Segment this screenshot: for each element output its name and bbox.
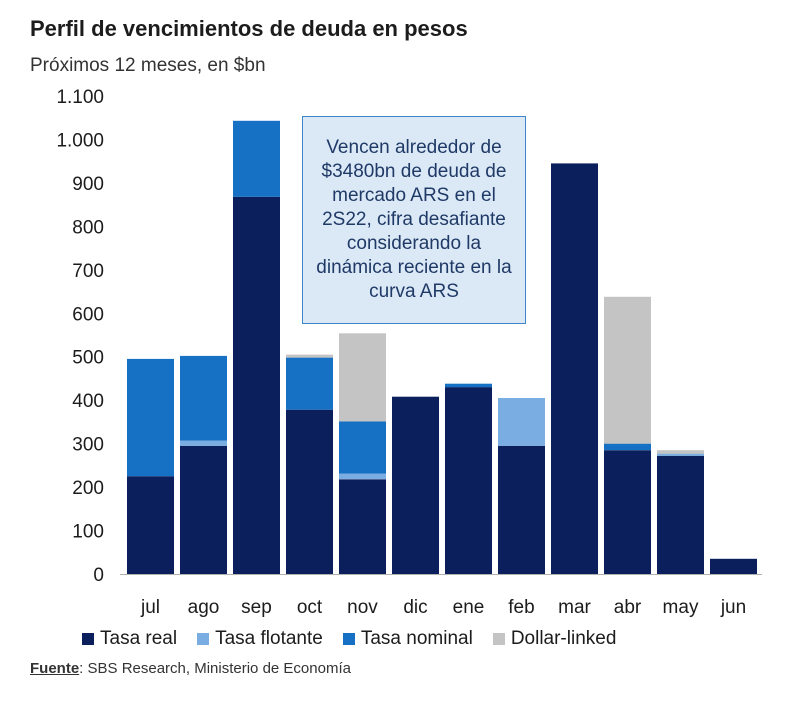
y-tick-label: 700 — [72, 261, 104, 282]
x-tick-label-abr: abr — [614, 597, 642, 618]
bar-segment-dic-tasa-real — [392, 396, 439, 574]
bar-segment-oct-tasa-nominal — [286, 357, 333, 410]
legend: Tasa real Tasa flotante Tasa nominal Dol… — [82, 628, 636, 650]
legend-swatch-tasa-nominal — [342, 633, 355, 645]
y-tick-label: 0 — [93, 565, 104, 586]
x-tick-label-nov: nov — [347, 597, 378, 618]
legend-swatch-dollar-linked — [492, 633, 505, 645]
bar-segment-may-dollar-linked — [657, 450, 704, 454]
bar-segment-feb-tasa-real — [498, 445, 545, 574]
legend-label-dollar-linked: Dollar-linked — [510, 628, 617, 649]
legend-item-tasa-nominal: Tasa nominal — [342, 628, 473, 650]
bar-segment-ene-tasa-real — [445, 387, 492, 574]
y-tick-label: 600 — [72, 304, 104, 325]
bar-segment-mar-tasa-real — [551, 163, 598, 574]
bar-segment-jul-tasa-real — [127, 476, 174, 574]
x-axis: jul ago sep oct nov dic ene feb mar abr may jun — [120, 574, 762, 618]
x-tick-label-jul: jul — [140, 597, 160, 618]
x-tick-label-feb: feb — [508, 597, 534, 618]
bar-segment-jun-tasa-real — [710, 558, 757, 574]
bar-segment-nov-dollar-linked — [339, 333, 386, 422]
bar-segment-may-tasa-real — [657, 455, 704, 574]
x-tick-label-ago: ago — [188, 597, 220, 618]
x-tick-label-mar: mar — [558, 597, 591, 618]
bar-segment-abr-tasa-real — [604, 450, 651, 574]
y-tick-label: 900 — [72, 174, 104, 195]
y-tick-label: 400 — [72, 391, 104, 412]
legend-swatch-tasa-flotante — [197, 633, 210, 645]
legend-label-tasa-nominal: Tasa nominal — [360, 628, 473, 649]
bar-segment-ago-tasa-flotante — [180, 440, 227, 446]
bar-segment-jul-tasa-nominal — [127, 358, 174, 477]
bar-segment-ago-tasa-real — [180, 445, 227, 574]
bar-segment-nov-tasa-real — [339, 479, 386, 574]
y-tick-label: 300 — [72, 435, 104, 456]
bar-segment-ene-tasa-nominal — [445, 383, 492, 388]
x-tick-label-may: may — [663, 597, 699, 618]
y-axis: 0 100 200 300 400 500 600 700 800 900 1.000 1.100 — [56, 87, 104, 586]
legend-swatch-tasa-real — [82, 633, 94, 645]
bar-segment-nov-tasa-nominal — [339, 421, 386, 474]
x-tick-label-ene: ene — [453, 597, 485, 618]
bars — [127, 120, 757, 575]
source-text: : SBS Research, Ministerio de Economía — [79, 660, 351, 677]
y-tick-label: 100 — [72, 522, 104, 543]
x-tick-label-oct: oct — [297, 597, 323, 618]
bar-segment-feb-tasa-flotante — [498, 398, 545, 446]
y-tick-label: 500 — [72, 348, 104, 369]
bar-segment-sep-tasa-real — [233, 196, 280, 575]
bar-segment-abr-dollar-linked — [604, 296, 651, 444]
y-tick-label: 1.000 — [56, 130, 104, 151]
legend-label-tasa-flotante: Tasa flotante — [215, 628, 323, 649]
y-tick-label: 1.100 — [56, 87, 104, 108]
bar-segment-sep-tasa-nominal — [233, 120, 280, 197]
bar-segment-ago-tasa-nominal — [180, 355, 227, 441]
source-note: Fuente: SBS Research, Ministerio de Econ… — [30, 660, 351, 677]
bar-segment-nov-tasa-flotante — [339, 473, 386, 480]
bar-segment-oct-dollar-linked — [286, 354, 333, 358]
source-label: Fuente — [30, 660, 80, 677]
bar-segment-may-tasa-flotante — [657, 453, 704, 456]
x-tick-label-dic: dic — [403, 597, 427, 618]
bar-segment-oct-tasa-real — [286, 409, 333, 574]
legend-item-dollar-linked: Dollar-linked — [492, 628, 617, 650]
chart-title: Perfil de vencimientos de deuda en pesos — [30, 16, 468, 41]
annotation-box: Vencen alrededor de $3480bn de deuda de … — [302, 116, 526, 324]
legend-label-tasa-real: Tasa real — [100, 628, 178, 649]
y-tick-label: 800 — [72, 217, 104, 238]
bar-segment-abr-tasa-nominal — [604, 443, 651, 451]
x-tick-label-jun: jun — [720, 597, 746, 618]
x-tick-label-sep: sep — [241, 597, 272, 618]
chart-subtitle: Próximos 12 meses, en $bn — [30, 55, 266, 76]
y-tick-label: 200 — [72, 478, 104, 499]
legend-item-tasa-real: Tasa real — [82, 628, 177, 650]
legend-item-tasa-flotante: Tasa flotante — [197, 628, 323, 650]
